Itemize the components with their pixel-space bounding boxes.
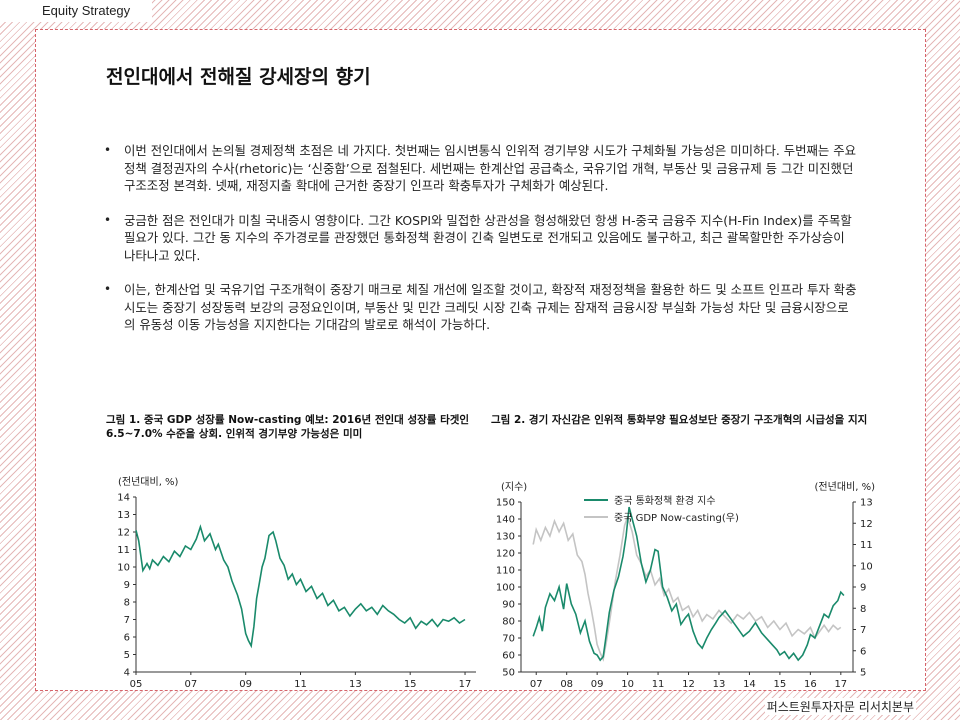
figure-1-title: 그림 1. 중국 GDP 성장률 Now-casting 예보: 2016년 전… — [106, 414, 470, 440]
bullet-list: 이번 전인대에서 논의될 경제정책 초점은 네 가지다. 첫번째는 임시변통식 … — [98, 142, 858, 351]
y-left-tick-label: 100 — [496, 583, 515, 594]
x-tick-label: 08 — [560, 679, 573, 690]
y-right-tick-label: 8 — [860, 604, 866, 615]
x-tick-label: 16 — [804, 679, 817, 690]
figure-1-chart: (전년대비, %) 14 13 12 11 10 9 8 7 6 5 405 07 09 11 13 15 17 — [117, 476, 476, 690]
series-line-gdp-nowcasting — [532, 514, 842, 662]
y-axis-left-unit-label: (지수) — [501, 481, 527, 493]
x-tick-label: 12 — [682, 679, 695, 690]
x-tick-label: 13 — [713, 679, 726, 690]
x-tick-label: 09 — [591, 679, 604, 690]
y-left-tick-label: 90 — [502, 600, 515, 611]
y-tick-label: 7 — [124, 615, 130, 626]
x-tick-label: 13 — [349, 679, 362, 690]
footer-company: 퍼스트원투자자문 리서치본부 — [764, 698, 916, 715]
x-tick-label: 15 — [774, 679, 787, 690]
y-left-tick-label: 140 — [496, 515, 515, 526]
y-left-tick-label: 110 — [496, 566, 515, 577]
y-right-tick-label: 10 — [860, 561, 873, 572]
y-tick-label: 12 — [117, 528, 130, 539]
y-tick-label: 6 — [124, 633, 130, 644]
legend-label: 중국 통화정책 환경 지수 — [614, 494, 716, 507]
x-tick-label: 11 — [294, 679, 307, 690]
legend-label: 중국 GDP Now-casting(우) — [614, 512, 739, 524]
y-left-tick-label: 150 — [496, 498, 515, 509]
x-tick-label: 05 — [130, 679, 143, 690]
y-left-tick-label: 120 — [496, 549, 515, 560]
y-right-tick-label: 7 — [860, 625, 866, 636]
series-line-gdp-nowcasting — [135, 524, 466, 649]
y-tick-label: 4 — [124, 668, 130, 679]
y-left-tick-label: 80 — [502, 617, 515, 628]
y-left-tick-label: 60 — [502, 651, 515, 662]
page-title: 전인대에서 전해질 강세장의 향기 — [106, 66, 371, 88]
y-right-tick-label: 12 — [860, 519, 873, 530]
x-tick-label: 14 — [743, 679, 756, 690]
x-tick-label: 15 — [404, 679, 417, 690]
y-right-tick-label: 5 — [860, 668, 866, 679]
bullet-item: 이는, 한계산업 및 국유기업 구조개혁이 중장기 매크로 체질 개선에 일조할… — [98, 281, 858, 334]
x-tick-label: 07 — [530, 679, 543, 690]
y-tick-label: 5 — [124, 650, 130, 661]
bullet-item: 이번 전인대에서 논의될 경제정책 초점은 네 가지다. 첫번째는 임시변통식 … — [98, 142, 858, 195]
y-left-tick-label: 130 — [496, 532, 515, 543]
y-right-tick-label: 9 — [860, 583, 866, 594]
bullet-item: 궁금한 점은 전인대가 미칠 국내증시 영향이다. 그간 KOSPI와 밀접한 … — [98, 212, 858, 265]
x-tick-label: 17 — [459, 679, 472, 690]
x-tick-label: 17 — [834, 679, 847, 690]
y-right-tick-label: 13 — [860, 498, 873, 509]
y-axis-right-unit-label: (전년대비, %) — [815, 481, 876, 493]
y-tick-label: 8 — [124, 598, 130, 609]
y-left-tick-label: 50 — [502, 668, 515, 679]
figure-2-title: 그림 2. 경기 자신감은 인위적 통화부양 필요성보단 중장기 구조개혁의 시… — [491, 414, 868, 426]
content-panel: 전인대에서 전해질 강세장의 향기 이번 전인대에서 논의될 경제정책 초점은 … — [35, 29, 926, 691]
x-tick-label: 10 — [621, 679, 634, 690]
y-tick-label: 9 — [124, 580, 130, 591]
section-label: Equity Strategy — [0, 0, 152, 22]
y-right-tick-label: 11 — [860, 540, 873, 551]
x-tick-label: 07 — [184, 679, 197, 690]
y-axis-unit-label: (전년대비, %) — [118, 476, 179, 488]
y-tick-label: 14 — [117, 493, 130, 504]
series-line-monetary-index — [532, 506, 845, 662]
y-tick-label: 11 — [117, 545, 130, 556]
x-tick-label: 09 — [239, 679, 252, 690]
y-right-tick-label: 6 — [860, 646, 866, 657]
y-tick-label: 10 — [117, 563, 130, 574]
y-left-tick-label: 70 — [502, 634, 515, 645]
figure-2-chart: (지수) (전년대비, %) 150 140 130 120 110 100 90 80 70 60 5… — [496, 481, 876, 690]
y-tick-label: 13 — [117, 510, 130, 521]
x-tick-label: 11 — [652, 679, 665, 690]
